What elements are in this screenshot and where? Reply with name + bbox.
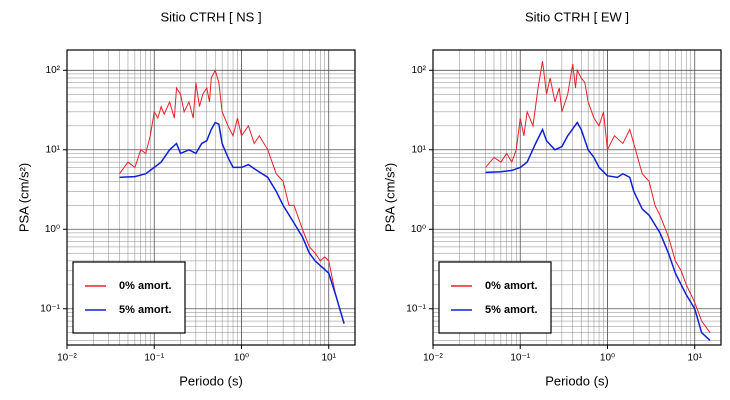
legend-label: 5% amort. [119,304,172,316]
legend-box [72,261,186,334]
x-tick-label: 10¹ [322,353,337,364]
x-tick-label: 10⁻² [423,353,443,364]
y-axis-label: PSA (cm/s²) [382,163,397,232]
y-tick-label: 10² [412,65,427,76]
x-axis-label: Periodo (s) [179,373,243,388]
chart-title: Sitio CTRH [ EW ] [525,9,629,24]
series-line [119,68,345,324]
x-axis-label: Periodo (s) [545,373,609,388]
series-line [485,61,711,333]
x-tick-label: 10¹ [688,353,703,364]
x-tick-label: 10⁰ [600,353,615,364]
x-tick-label: 10⁻¹ [510,353,530,364]
legend-label: 0% amort. [119,280,172,292]
x-tick-label: 10⁻² [57,353,77,364]
y-tick-label: 10¹ [46,144,61,155]
plot-frame [66,49,356,346]
series-line [119,121,345,324]
y-tick-label: 10¹ [412,144,427,155]
y-tick-label: 10⁻¹ [40,303,60,314]
x-tick-label: 10⁰ [234,353,249,364]
y-axis-label: PSA (cm/s²) [16,163,31,232]
y-tick-label: 10⁻¹ [406,303,426,314]
chart-panel: 10⁻² 10⁻¹ 10⁰ 10¹ 10⁻¹ 10⁰ 10¹ 10² Sitio CTRH [ … [382,9,722,388]
x-tick-label: 10⁻¹ [144,353,164,364]
chart-panel: 10⁻² 10⁻¹ 10⁰ 10¹ 10⁻¹ 10⁰ 10¹ 10² Sitio CTRH [ … [16,9,356,388]
y-tick-label: 10⁰ [411,224,426,235]
legend-box [438,261,552,334]
chart-title: Sitio CTRH [ NS ] [160,9,261,24]
series-line [485,121,711,341]
y-tick-label: 10² [46,65,61,76]
plot-frame [432,49,722,346]
legend-label: 5% amort. [485,304,538,316]
y-tick-label: 10⁰ [45,224,60,235]
legend-label: 0% amort. [485,280,538,292]
